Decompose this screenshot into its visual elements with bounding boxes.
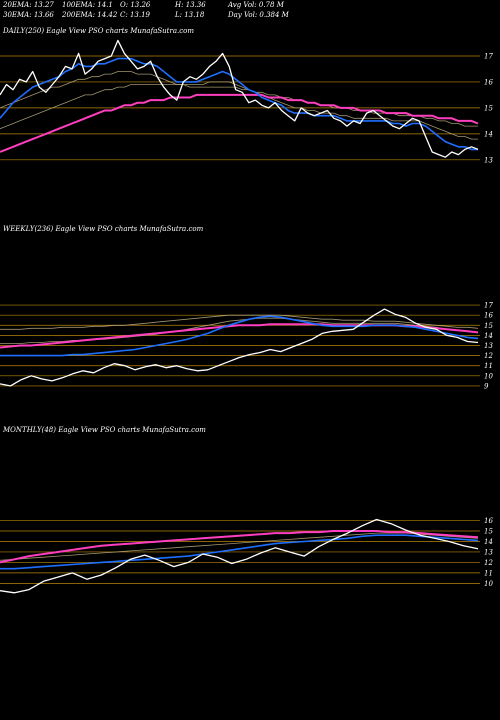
- weekly-series-ema-dim-3: [0, 314, 479, 330]
- daily-series-ema-blue-1: [0, 57, 478, 151]
- weekly-series-ema-blue-1: [0, 315, 479, 357]
- header-200ema: 200EMA: 14.42: [62, 11, 118, 19]
- daily-series-ema-dim-2: [0, 71, 478, 140]
- monthly-series-ema-magenta-3: [0, 530, 479, 564]
- weekly-y-tick-label: 9: [484, 382, 489, 390]
- weekly-y-tick-label: 15: [484, 322, 493, 330]
- header-20ema: 20EMA: 13.27: [3, 1, 54, 9]
- monthly-panel-title: MONTHLY(48) Eagle View PSO charts Munafa…: [3, 426, 206, 434]
- weekly-y-tick-label: 11: [484, 362, 493, 370]
- monthly-y-tick-label: 16: [484, 517, 493, 525]
- daily-series-ema-magenta-4: [0, 93, 479, 153]
- header-day-vol: Day Vol: 0.384 M: [228, 11, 289, 19]
- weekly-y-tick-label: 16: [484, 312, 493, 320]
- weekly-y-tick-label: 17: [484, 302, 493, 310]
- weekly-y-tick-label: 14: [484, 332, 493, 340]
- header-avg-vol: Avg Vol: 0.78 M: [228, 1, 284, 9]
- daily-series-price-0: [0, 39, 479, 158]
- monthly-chart: 16 15 14 13 12 11 10: [0, 517, 493, 594]
- weekly-y-tick-label: 13: [484, 342, 493, 350]
- weekly-series-price-0: [0, 308, 479, 387]
- daily-y-tick-label: 15: [484, 104, 493, 112]
- daily-y-tick-label: 14: [484, 130, 493, 138]
- daily-panel-title: DAILY(250) Eagle View PSO charts MunafaS…: [3, 27, 195, 35]
- daily-y-tick-label: 17: [484, 52, 493, 60]
- header-high: H: 13.36: [175, 1, 206, 9]
- daily-chart: 17 16 15 14 13: [0, 39, 493, 164]
- weekly-chart: 17 16 15 14 13 12 11 10 9: [0, 302, 493, 390]
- weekly-y-tick-label: 12: [484, 352, 493, 360]
- daily-y-tick-label: 13: [484, 156, 493, 164]
- monthly-y-tick-label: 10: [484, 580, 493, 588]
- monthly-series-ema-blue-1: [0, 534, 479, 570]
- weekly-series-ema-magenta-4: [0, 323, 479, 349]
- daily-y-tick-label: 16: [484, 78, 493, 86]
- header-100ema: 100EMA: 14.1: [62, 1, 113, 9]
- monthly-y-tick-label: 12: [484, 559, 493, 567]
- monthly-series-price-0: [0, 518, 479, 594]
- header-30ema: 30EMA: 13.66: [3, 11, 54, 19]
- weekly-panel-title: WEEKLY(236) Eagle View PSO charts Munafa…: [3, 225, 204, 233]
- monthly-series-ema-dim-2: [0, 532, 479, 561]
- monthly-y-tick-label: 13: [484, 548, 493, 556]
- daily-series-ema-dim-3: [0, 84, 478, 130]
- weekly-y-tick-label: 10: [484, 372, 493, 380]
- header-close: C: 13.19: [120, 11, 150, 19]
- monthly-y-tick-label: 11: [484, 569, 493, 577]
- monthly-y-tick-label: 14: [484, 538, 493, 546]
- monthly-y-tick-label: 15: [484, 528, 493, 536]
- header-open: O: 13.26: [120, 1, 151, 9]
- header-low: L: 13.18: [175, 11, 205, 19]
